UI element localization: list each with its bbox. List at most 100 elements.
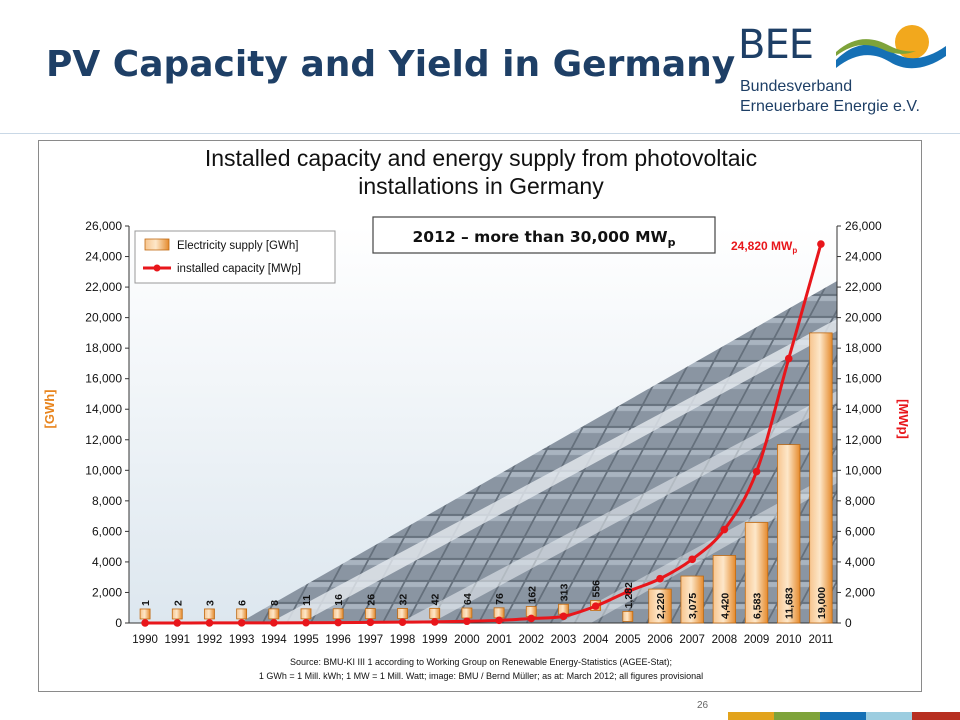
x-tick-label: 2003: [551, 634, 577, 646]
capacity-point: [624, 587, 632, 596]
x-tick-label: 1998: [390, 634, 416, 646]
x-tick-label: 2006: [647, 634, 673, 646]
capacity-point: [817, 240, 825, 248]
footer-color-segment: [728, 712, 774, 720]
capacity-line-group: [141, 240, 825, 627]
left-tick-labels: 0 2,000 4,000 6,000 8,000 10,000 12,000 14,000 1…: [85, 219, 129, 630]
bar-value-label: 16: [333, 594, 345, 606]
bar: [364, 608, 376, 620]
capacity-point: [270, 619, 278, 627]
logo-line-1: Bundesverband: [740, 78, 853, 95]
x-tick-label: 2008: [712, 634, 738, 646]
logo-sun-wave-icon: [836, 25, 946, 69]
footer-color-segment: [912, 712, 960, 720]
source-line-2: 1 GWh = 1 Mill. kWh; 1 MW = 1 Mill. Watt…: [259, 671, 703, 681]
bar: [680, 575, 704, 624]
bar-value-label: 1,282: [623, 582, 635, 608]
bar: [397, 608, 408, 619]
legend-label-capacity: installed capacity [MWp]: [177, 263, 301, 275]
capacity-point: [495, 616, 503, 625]
capacity-point: [302, 618, 310, 627]
bar-value-label: 2,220: [655, 593, 667, 619]
right-tick-label: 4,000: [845, 555, 875, 569]
capacity-point: [398, 618, 407, 626]
left-tick-label: 8,000: [92, 494, 122, 508]
bars-group: [139, 332, 833, 624]
bar: [622, 611, 634, 622]
bar: [809, 332, 833, 624]
bar: [300, 608, 312, 620]
bar: [332, 608, 344, 620]
capacity-point: [656, 574, 664, 583]
capacity-point: [720, 525, 729, 534]
capacity-point: [784, 354, 793, 363]
bar: [171, 608, 183, 620]
bar: [648, 588, 672, 624]
annotation-peak-subscript: p: [792, 246, 797, 255]
x-tick-label: 2009: [744, 634, 770, 646]
bar: [712, 555, 737, 624]
bar-value-label: 76: [494, 593, 506, 605]
logo-line-2: Erneuerbare Energie e.V.: [740, 98, 920, 115]
legend: Electricity supply [GWh] installed capac…: [134, 230, 336, 284]
x-tick-label: 1992: [197, 634, 223, 646]
left-tick-label: 0: [115, 616, 122, 630]
chart-frame: Installed capacity and energy supply fro…: [38, 140, 922, 692]
x-tick-label: 2011: [809, 634, 834, 646]
legend-bar-swatch: [144, 238, 170, 251]
x-tick-label: 2004: [583, 634, 609, 646]
bar-value-label: 11: [301, 595, 313, 606]
x-tick-label: 1995: [293, 634, 319, 646]
annotation-box-text: 2012 – more than 30,000 MWp: [413, 228, 676, 249]
capacity-point: [463, 617, 471, 626]
left-tick-label: 14,000: [85, 402, 122, 416]
x-tick-label: 2010: [776, 634, 802, 646]
right-tick-label: 26,000: [845, 219, 882, 233]
logo-brand: BEE: [738, 22, 814, 68]
bar-value-label: 32: [398, 594, 410, 606]
bar-labels-group: 1 2 3 6 8 11 16 26 32 42 64 76 162 313 556 1,282 2,220 3,…: [140, 580, 828, 619]
right-tick-label: 18,000: [845, 341, 882, 355]
right-tick-label: 24,000: [845, 250, 882, 264]
x-tick-label: 2002: [518, 634, 544, 646]
bar: [429, 607, 441, 619]
bee-logo: BEE Bundesverband Erneuerbare Energie e.…: [738, 22, 948, 122]
legend-marker: [153, 264, 161, 272]
right-tick-label: 8,000: [845, 494, 875, 508]
x-tick-label: 1999: [422, 634, 448, 646]
capacity-point: [141, 619, 149, 627]
bar-value-label: 6,583: [752, 593, 764, 619]
bar-value-label: 162: [526, 586, 538, 604]
right-tick-label: 10,000: [845, 463, 882, 477]
capacity-point: [334, 618, 342, 627]
y-axis-label-left: [GWh]: [42, 390, 57, 429]
bar-value-label: 64: [462, 593, 474, 605]
right-tick-label: 14,000: [845, 402, 882, 416]
bar: [236, 608, 248, 620]
header-rule: [0, 133, 960, 134]
footer-color-segment: [774, 712, 820, 720]
x-tick-label: 2000: [454, 634, 480, 646]
annotation-peak: 24,820 MWp: [731, 239, 797, 255]
annotation-box: 2012 – more than 30,000 MWp: [372, 216, 716, 254]
bar-value-label: 6: [237, 600, 249, 606]
x-tick-label: 1997: [358, 634, 384, 646]
right-tick-label: 16,000: [845, 372, 882, 386]
annotation-peak-main: 24,820 MW: [731, 239, 793, 253]
footer-color-segment: [866, 712, 912, 720]
right-tick-label: 12,000: [845, 433, 882, 447]
y-axis-label-right: [MWp]: [896, 399, 911, 439]
x-tick-label: 1993: [229, 634, 255, 646]
x-tick-label: 2005: [615, 634, 641, 646]
chart-title-line-2: installations in Germany: [358, 173, 604, 199]
bar: [204, 608, 215, 620]
left-tick-label: 4,000: [92, 555, 122, 569]
left-tick-label: 22,000: [85, 280, 122, 294]
chart-svg: Installed capacity and energy supply fro…: [42, 145, 911, 681]
bar-value-label: 11,683: [784, 587, 796, 619]
x-tick-label: 2001: [486, 634, 512, 646]
capacity-point: [688, 555, 696, 564]
bar-value-label: 8: [269, 600, 281, 606]
capacity-point: [366, 618, 375, 627]
source-line-1: Source: BMU-KI III 1 according to Workin…: [290, 657, 672, 667]
